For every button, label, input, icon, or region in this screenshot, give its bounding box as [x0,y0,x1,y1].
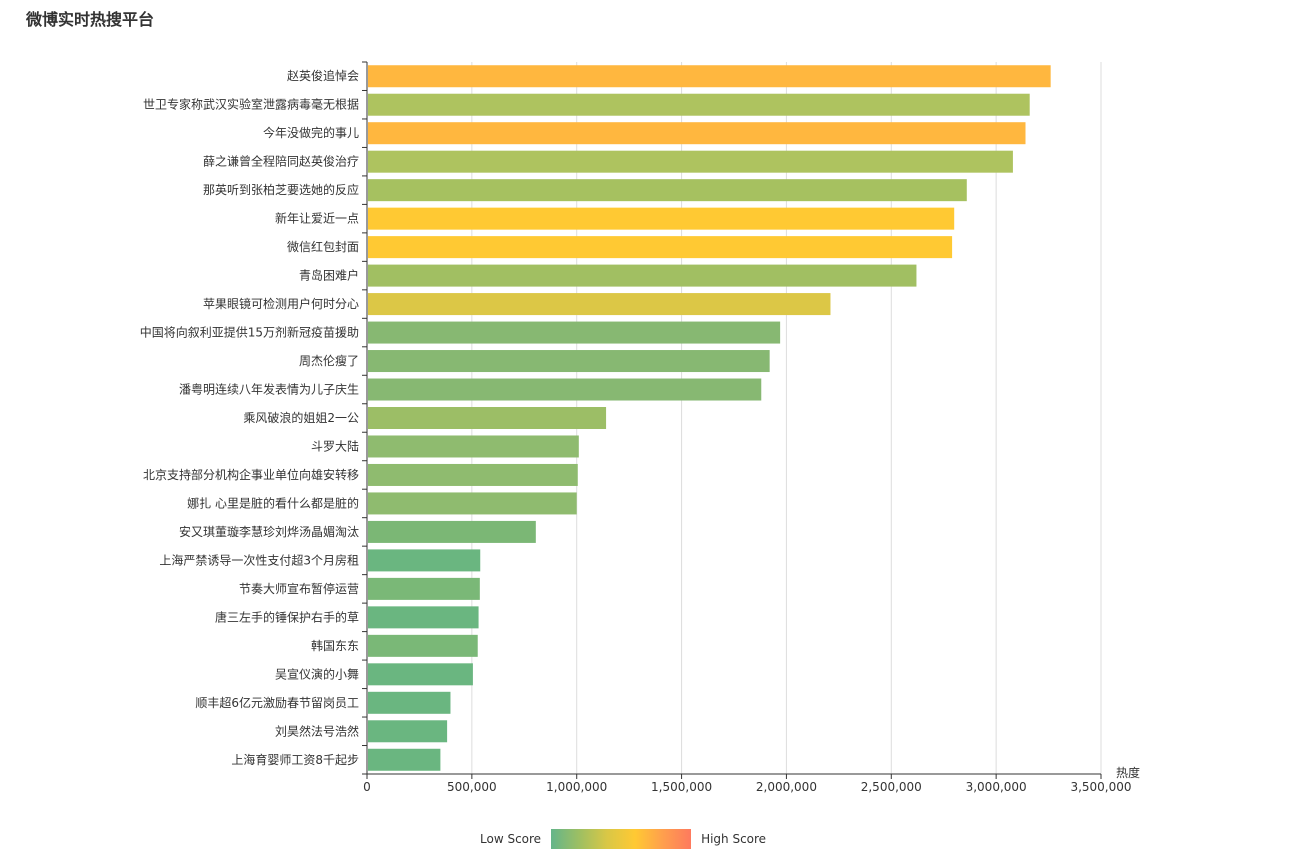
y-category-label: 赵英俊追悼会 [287,68,359,83]
x-tick-label: 1,000,000 [546,780,607,794]
y-category-label: 节奏大师宣布暂停运营 [239,581,359,596]
y-category-label: 乘风破浪的姐姐2一公 [243,410,359,425]
y-category-label: 世卫专家称武汉实验室泄露病毒毫无根据 [143,97,359,112]
y-category-label: 韩国东东 [311,638,359,653]
y-category-label: 薛之谦曾全程陪同赵英俊治疗 [203,154,359,169]
y-category-label: 唐三左手的锤保护右手的草 [215,609,359,624]
y-category-label: 中国将向叙利亚提供15万剂新冠疫苗援助 [140,325,359,340]
x-tick-label: 3,500,000 [1070,780,1131,794]
y-category-label: 吴宣仪演的小舞 [275,666,359,681]
legend-low-label: Low Score [480,832,542,846]
x-tick-label: 500,000 [447,780,497,794]
bar[interactable] [368,435,579,458]
y-category-label: 安又琪董璇李慧珍刘烨汤晶媚淘汰 [179,524,359,539]
bar[interactable] [368,321,781,344]
y-category-label: 今年没做完的事儿 [263,125,359,140]
y-category-label: 青岛困难户 [299,268,359,283]
bar[interactable] [368,150,1013,173]
bar[interactable] [368,293,831,316]
y-category-label: 那英听到张柏芝要选她的反应 [203,182,359,197]
bar[interactable] [368,549,481,572]
bar[interactable] [368,65,1051,88]
color-gradient-bar[interactable] [551,829,692,849]
y-category-label: 周杰伦瘦了 [299,353,359,368]
axes: 0 500,000 1,000,000 1,500,000 2,000,000 2,500… [140,61,1132,794]
bar[interactable] [368,207,955,230]
y-category-label: 上海严禁诱导一次性支付超3个月房租 [159,552,359,567]
legend-high-label: High Score [701,832,767,846]
bar[interactable] [368,520,536,543]
bar[interactable] [368,606,479,629]
bar[interactable] [368,264,917,287]
y-category-label: 上海育婴师工资8千起步 [231,752,359,767]
bar[interactable] [368,378,762,401]
bar[interactable] [368,236,953,259]
bar[interactable] [368,407,607,429]
y-category-label: 娜扎 心里是脏的看什么都是脏的 [187,495,359,510]
y-category-label: 微信红包封面 [287,239,359,254]
y-category-label: 苹果眼镜可检测用户何时分心 [203,296,359,311]
bar[interactable] [368,492,577,515]
page-title: 微博实时热搜平台 [26,10,155,29]
bar[interactable] [368,577,480,600]
y-category-label: 斗罗大陆 [311,438,359,453]
x-tick-label: 0 [363,780,371,794]
y-category-label: 北京支持部分机构企事业单位向雄安转移 [143,467,359,482]
bar[interactable] [368,350,770,373]
x-axis-label: 热度 [1116,765,1140,780]
y-category-label: 刘昊然法号浩然 [275,723,359,738]
x-tick-label: 1,500,000 [651,780,712,794]
bar[interactable] [368,463,578,486]
bar[interactable] [368,748,441,771]
y-category-label: 顺丰超6亿元激励春节留岗员工 [195,695,359,710]
y-category-label: 新年让爱近一点 [275,211,359,226]
x-tick-label: 2,500,000 [861,780,922,794]
bar[interactable] [368,179,967,202]
x-tick-label: 2,000,000 [756,780,817,794]
bar[interactable] [368,634,478,657]
y-category-label: 潘粤明连续八年发表情为儿子庆生 [179,382,359,397]
bar[interactable] [368,93,1030,116]
bar[interactable] [368,122,1026,145]
visual-map-legend: Low Score High Score [480,829,766,849]
bar[interactable] [368,720,448,743]
bar[interactable] [368,691,451,714]
x-tick-label: 3,000,000 [966,780,1027,794]
bars [368,65,1051,771]
bar[interactable] [368,663,473,686]
